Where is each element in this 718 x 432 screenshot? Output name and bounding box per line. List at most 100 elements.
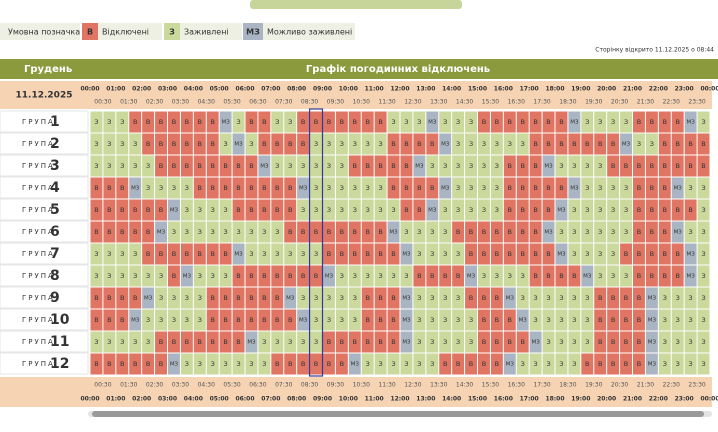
cell bbox=[684, 353, 697, 375]
cell bbox=[103, 353, 116, 375]
cell-code: В bbox=[546, 206, 550, 214]
cell bbox=[142, 353, 155, 375]
cell-code: З bbox=[585, 316, 589, 324]
cell-code: З bbox=[159, 272, 163, 280]
cell-code: З bbox=[94, 272, 98, 280]
cell-code: В bbox=[546, 118, 550, 126]
cell-code: В bbox=[637, 228, 641, 236]
cell bbox=[439, 133, 452, 155]
cell-code: В bbox=[172, 338, 176, 346]
cell bbox=[387, 243, 400, 265]
cell-code: З bbox=[314, 140, 318, 148]
hour-label: 10:00 bbox=[339, 86, 358, 93]
hour-label: 02:00 bbox=[132, 86, 151, 93]
cell-code: З bbox=[327, 162, 331, 170]
scrollbar-thumb[interactable] bbox=[92, 411, 704, 417]
cell bbox=[193, 331, 206, 353]
cell-code: В bbox=[210, 184, 214, 192]
cell bbox=[645, 133, 658, 155]
cell bbox=[310, 353, 322, 375]
cell-code: В bbox=[430, 184, 434, 192]
cell-code: В bbox=[223, 316, 227, 324]
cell bbox=[529, 221, 542, 243]
group-label: ГРУПА bbox=[22, 250, 55, 258]
cell bbox=[400, 199, 413, 221]
cell bbox=[542, 353, 555, 375]
cell-code: В bbox=[236, 294, 240, 302]
cell-code: В bbox=[701, 140, 705, 148]
cell bbox=[581, 111, 594, 133]
cell-code: В bbox=[249, 294, 253, 302]
cell-code: З bbox=[443, 294, 447, 302]
cell-code: В bbox=[185, 338, 189, 346]
cell-code: В bbox=[262, 118, 266, 126]
cell bbox=[142, 111, 155, 133]
cell-code: В bbox=[353, 228, 357, 236]
cell bbox=[542, 199, 555, 221]
cell bbox=[607, 199, 620, 221]
cell bbox=[581, 177, 594, 199]
cell-code: З bbox=[314, 184, 318, 192]
cell bbox=[465, 353, 477, 375]
cell bbox=[219, 111, 232, 133]
cell-code: МЗ bbox=[428, 208, 437, 214]
cell-code: В bbox=[533, 250, 537, 258]
cell bbox=[168, 309, 180, 331]
cell bbox=[129, 265, 142, 287]
cell bbox=[426, 133, 439, 155]
cell bbox=[310, 155, 322, 177]
cell-code: З bbox=[559, 228, 563, 236]
cell-code: З bbox=[224, 360, 228, 368]
cell bbox=[555, 353, 568, 375]
cell bbox=[323, 133, 335, 155]
half-hour-label: 02:30 bbox=[146, 99, 163, 106]
cell bbox=[219, 133, 232, 155]
cell-code: В bbox=[456, 272, 460, 280]
cell-code: В bbox=[107, 206, 111, 214]
group-number: 2 bbox=[50, 136, 60, 152]
cell-code: В bbox=[327, 118, 331, 126]
cell-code: МЗ bbox=[183, 274, 192, 280]
cell bbox=[516, 111, 529, 133]
cell-code: З bbox=[611, 184, 615, 192]
cell bbox=[516, 309, 529, 331]
cell-code: З bbox=[598, 228, 602, 236]
cell-code: З bbox=[546, 338, 550, 346]
cell bbox=[168, 111, 180, 133]
hour-label: 17:00 bbox=[520, 86, 539, 93]
cell-code: В bbox=[533, 162, 537, 170]
cell bbox=[245, 199, 258, 221]
cell bbox=[387, 133, 400, 155]
cell-code: З bbox=[430, 250, 434, 258]
cell bbox=[361, 331, 374, 353]
cell bbox=[633, 177, 645, 199]
cell-code: З bbox=[288, 162, 292, 170]
cell bbox=[568, 133, 581, 155]
cell bbox=[103, 177, 116, 199]
cell bbox=[387, 287, 400, 309]
cell bbox=[439, 221, 452, 243]
cell bbox=[478, 111, 490, 133]
cell bbox=[245, 133, 258, 155]
cell bbox=[490, 199, 503, 221]
cell bbox=[658, 287, 671, 309]
cell bbox=[245, 309, 258, 331]
cell bbox=[193, 199, 206, 221]
cell-code: МЗ bbox=[234, 142, 243, 148]
hour-label: 12:00 bbox=[390, 86, 409, 93]
cell bbox=[503, 133, 516, 155]
cell-code: В bbox=[508, 206, 512, 214]
cell bbox=[516, 199, 529, 221]
cell-code: В bbox=[456, 360, 460, 368]
cell-code: В bbox=[146, 118, 150, 126]
cell-code: З bbox=[94, 118, 98, 126]
cell-code: В bbox=[417, 206, 421, 214]
cell bbox=[348, 221, 361, 243]
cell-code: З bbox=[275, 228, 279, 236]
cell-code: В bbox=[301, 360, 305, 368]
cell-code: В bbox=[120, 316, 124, 324]
cell bbox=[555, 265, 568, 287]
cell-code: В bbox=[223, 250, 227, 258]
cell-code: В bbox=[508, 338, 512, 346]
cell-code: З bbox=[340, 206, 344, 214]
